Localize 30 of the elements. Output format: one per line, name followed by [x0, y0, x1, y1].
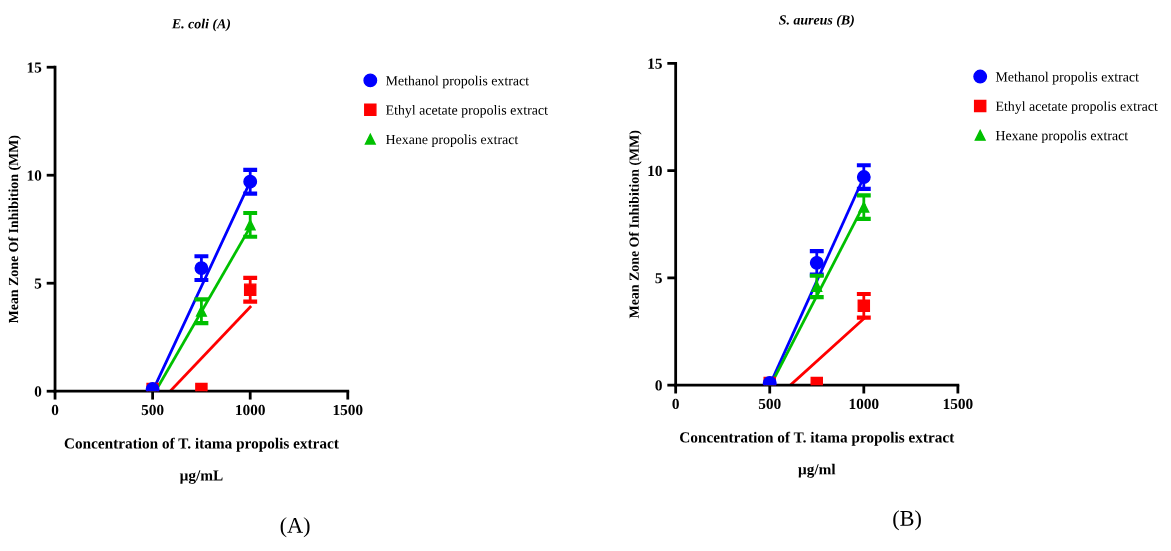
text: (A): [280, 517, 310, 538]
y-tick-label: 15: [27, 62, 42, 73]
legend-label: Hexane propolis extract: [385, 134, 519, 147]
y-tick-label: 10: [27, 170, 42, 181]
y-axis-title: Mean Zone Of Inhibition (MM): [628, 130, 642, 319]
x-tick-label: 0: [672, 398, 679, 410]
y-tick-label: 0: [655, 380, 662, 391]
legend-label: Methanol propolis extract: [995, 71, 1139, 85]
y-tick-label: 5: [34, 278, 42, 289]
y-axis-title: Mean Zone Of Inhibition (MM): [8, 135, 22, 324]
legend-label: Ethyl acetate propolis extract: [385, 104, 548, 118]
text: (B): [893, 510, 921, 531]
chart-title: S. aureus (B): [779, 14, 854, 28]
x-tick-label: 500: [141, 404, 164, 416]
x-axis-title: Concentration of T. itama propolis extract µg/ml: [680, 431, 955, 478]
legend-label: Hexane propolis extract: [995, 130, 1129, 144]
y-tick-label: 5: [655, 273, 662, 284]
x-tick-label: 1000: [236, 404, 265, 416]
chart-title: E. coli (A): [171, 18, 231, 32]
y-tick-label: 15: [648, 58, 662, 69]
x-tick-label: 0: [51, 404, 59, 416]
x-tick-label: 1500: [333, 404, 363, 416]
y-tick-label: 0: [34, 386, 42, 397]
x-tick-label: 1500: [943, 398, 973, 410]
x-tick-label: 1000: [849, 398, 879, 410]
x-tick-label: 500: [758, 398, 781, 410]
legend-label: Ethyl acetate propolis extract: [995, 101, 1158, 114]
legend-label: Methanol propolis extract: [385, 75, 529, 89]
y-tick-label: 10: [648, 165, 662, 177]
text: Concentration of T. itama propolis extract µg/mL: [64, 437, 339, 484]
